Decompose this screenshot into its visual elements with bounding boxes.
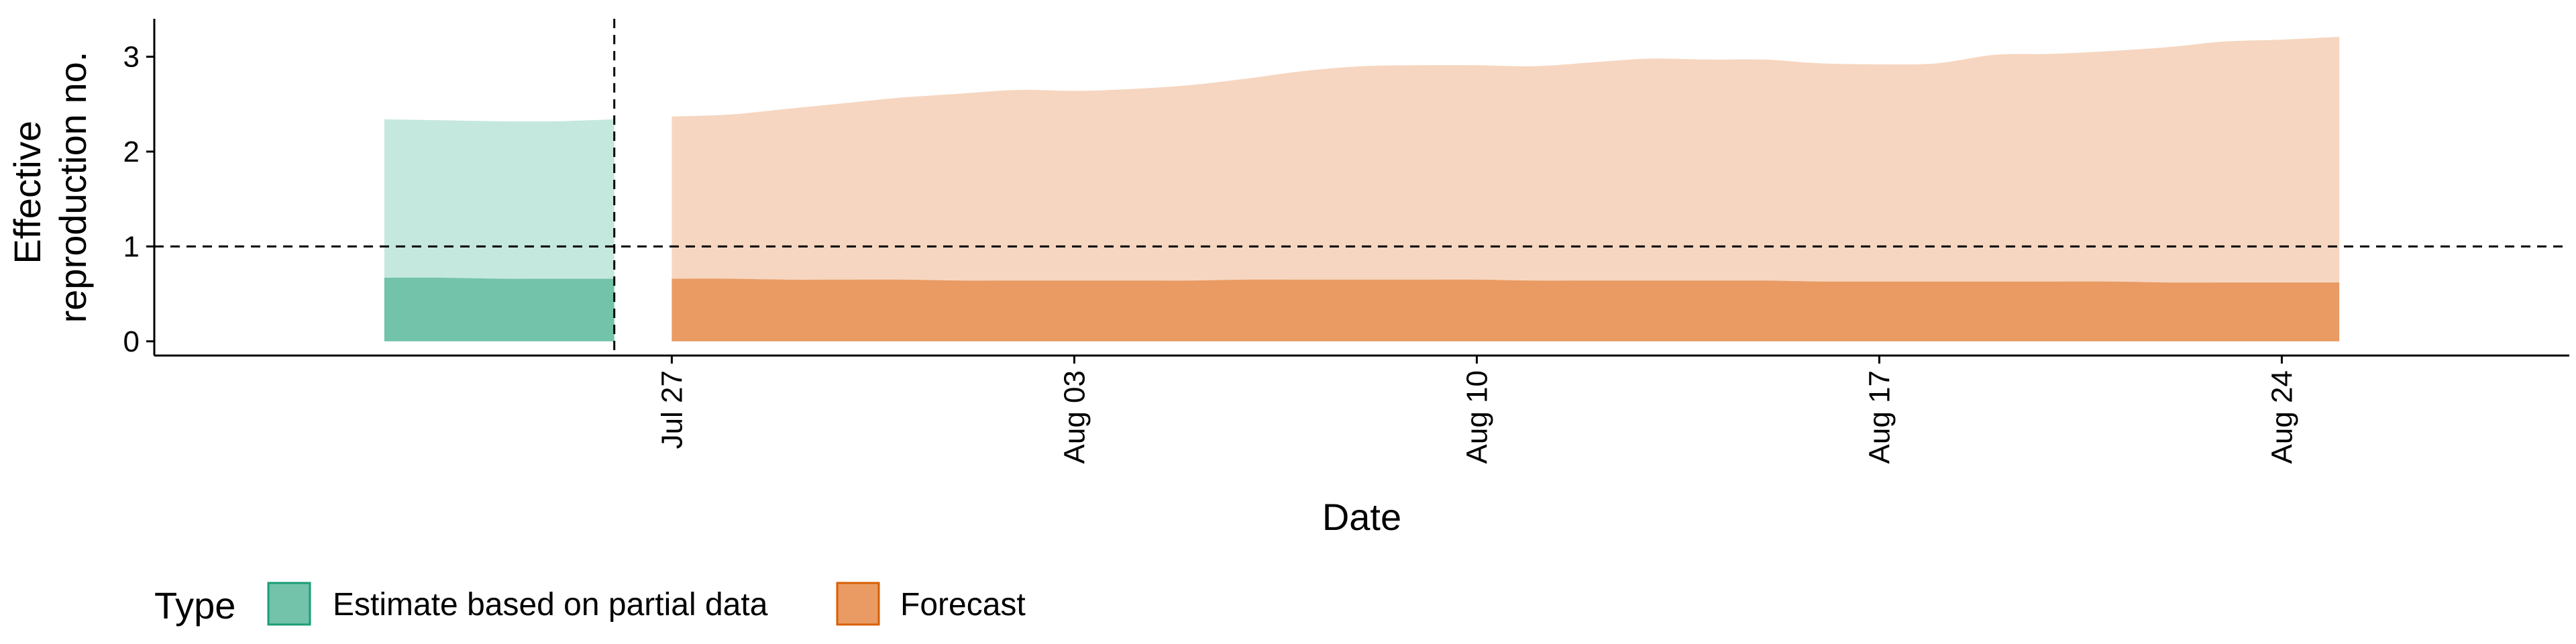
y-axis-title-line-1: Effective — [6, 121, 48, 264]
x-tick-label: Jul 27 — [655, 370, 688, 449]
x-tick-label: Aug 17 — [1863, 370, 1896, 464]
legend: Type Estimate based on partial data Fore… — [154, 582, 1026, 627]
y-axis-ticks: 0 1 2 3 — [123, 41, 154, 358]
x-axis-title: Date — [1322, 496, 1401, 538]
y-tick-label: 3 — [123, 41, 140, 74]
axes — [153, 19, 2569, 357]
legend-label-estimate: Estimate based on partial data — [333, 587, 768, 623]
estimate-inner-band — [384, 277, 614, 341]
chart-areas — [384, 36, 2340, 341]
x-tick-label: Aug 03 — [1058, 370, 1091, 464]
legend-key-forecast — [836, 582, 880, 626]
legend-label-forecast: Forecast — [900, 587, 1026, 623]
x-tick-label: Aug 10 — [1460, 370, 1493, 464]
legend-key-estimate — [267, 582, 311, 626]
y-axis-title: Effective reproduction no. — [6, 52, 94, 323]
y-tick-label: 1 — [123, 230, 140, 263]
x-tick-label: Aug 24 — [2265, 370, 2298, 464]
x-axis-ticks: Jul 27 Aug 03 Aug 10 Aug 17 Aug 24 — [655, 356, 2298, 464]
y-tick-label: 0 — [123, 325, 140, 358]
reference-lines — [154, 19, 2569, 356]
y-axis-title-line-2: reproduction no. — [52, 52, 94, 323]
forecast-outer-band — [672, 36, 2340, 341]
y-tick-label: 2 — [123, 136, 140, 168]
legend-title: Type — [154, 584, 235, 627]
forecast-inner-band — [672, 278, 2340, 341]
